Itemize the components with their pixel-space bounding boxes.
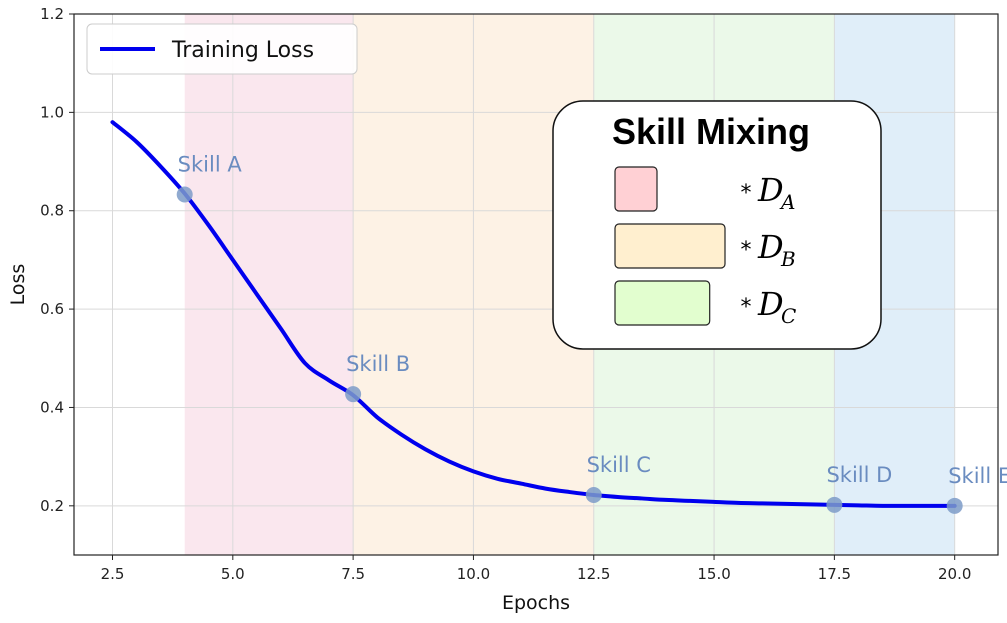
x-tick-label-4: 12.5 — [577, 565, 610, 583]
skill-d-label: Skill D — [826, 463, 892, 487]
skill-a-label: Skill A — [178, 152, 243, 176]
skill-b-label: Skill B — [346, 352, 410, 376]
plot-frame — [73, 13, 999, 556]
skill-mixing-swatch-b — [614, 223, 726, 269]
skill-mixing-swatch-c — [614, 280, 711, 326]
skill-mixing-title: Skill Mixing — [612, 111, 810, 152]
skill-mixing-star-a: * — [741, 181, 752, 206]
skill-mixing-subscript-a: A — [779, 190, 795, 214]
y-tick-label-2: 0.6 — [40, 300, 64, 318]
y-axis-ticks: 0.2 0.4 0.6 0.8 1.0 1.2 — [40, 5, 74, 515]
x-tick-label-7: 20.0 — [938, 565, 971, 583]
series-layer — [110, 120, 957, 508]
y-tick-label-4: 1.0 — [40, 103, 64, 121]
x-tick-label-0: 2.5 — [101, 565, 125, 583]
x-tick-label-1: 5.0 — [221, 565, 245, 583]
skill-mixing-star-b: * — [741, 238, 752, 263]
x-tick-label-3: 10.0 — [457, 565, 490, 583]
x-tick-label-2: 7.5 — [341, 565, 365, 583]
y-tick-label-0: 0.2 — [40, 497, 64, 515]
skill-c-label: Skill C — [587, 453, 651, 477]
skill-mixing-subscript-c: C — [781, 304, 796, 328]
skill-points: Skill A Skill B Skill C Skill D Skill E — [176, 152, 1007, 514]
skill-mixing-star-c: * — [741, 295, 752, 320]
skill-mixing-symbol-b: D — [757, 228, 784, 266]
legend: Training Loss — [86, 23, 358, 75]
series-line-training-loss — [110, 120, 957, 508]
skill-region-1 — [184, 14, 354, 555]
skill-d-point — [826, 496, 843, 513]
y-tick-label-5: 1.2 — [40, 5, 64, 23]
skill-b-point — [345, 386, 362, 403]
skill-e-point — [946, 497, 963, 514]
skill-mixing-box: Skill Mixing * DA* DB* DC — [552, 100, 882, 350]
skill-mixing-symbol-c: D — [757, 285, 784, 323]
skill-c-point — [585, 486, 602, 503]
y-tick-label-3: 0.8 — [40, 202, 64, 220]
legend-label-training-loss: Training Loss — [171, 38, 314, 63]
x-tick-label-6: 17.5 — [818, 565, 851, 583]
y-tick-label-1: 0.4 — [40, 398, 64, 416]
y-axis-title: Loss — [7, 264, 29, 306]
x-axis-ticks: 2.5 5.0 7.5 10.0 12.5 15.0 17.5 20.0 — [101, 555, 971, 583]
skill-mixing-items: * DA* DB* DC — [614, 166, 796, 328]
skill-e-label: Skill E — [948, 464, 1007, 488]
x-axis-title: Epochs — [502, 592, 570, 614]
skill-mixing-swatch-a — [614, 166, 658, 212]
skill-mixing-symbol-a: D — [757, 171, 784, 209]
x-tick-label-5: 15.0 — [697, 565, 730, 583]
skill-a-point — [176, 186, 193, 203]
skill-mixing-subscript-b: B — [780, 247, 796, 271]
